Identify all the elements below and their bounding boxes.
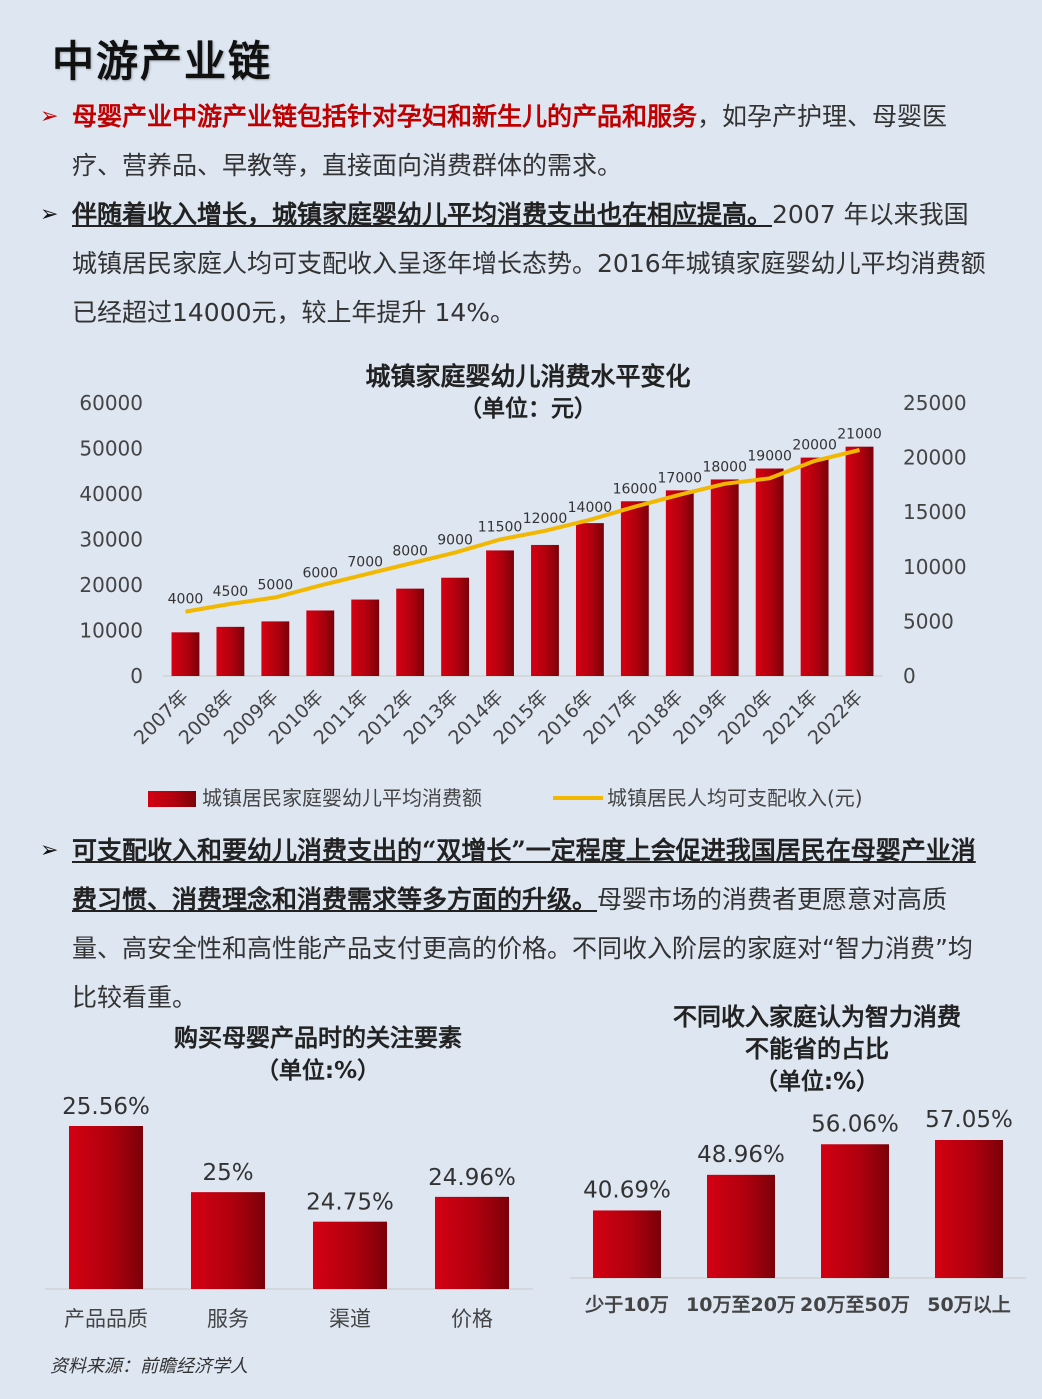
bar-data-label: 4000 <box>168 592 204 608</box>
y-left-tick-label: 40000 <box>79 482 143 506</box>
bar-2012年 <box>396 588 425 676</box>
bar-2009年 <box>261 621 290 676</box>
paragraph-1: ➢ 母婴产业中游产业链包括针对孕妇和新生儿的产品和服务，如孕产护理、母婴医疗、营… <box>40 92 990 190</box>
bar-2020年 <box>755 468 784 676</box>
bar-data-label: 40.69% <box>583 1177 671 1203</box>
purchase-factors-chart: 购买母婴产品时的关注要素 （单位:%） 25.56% 产品品质 25% 服务 24.75% 渠… <box>45 1024 533 1331</box>
bar-2018年 <box>665 490 694 676</box>
bar-2017年 <box>620 501 649 676</box>
y-left-tick-label: 60000 <box>79 391 143 415</box>
bar-data-label: 8000 <box>392 544 428 560</box>
legend-bar-label: 城镇居民家庭婴幼儿平均消费额 <box>202 786 482 810</box>
bar-data-label: 18000 <box>702 459 747 475</box>
y-right-tick-label: 5000 <box>903 609 954 633</box>
y-right-tick-label: 25000 <box>903 391 967 415</box>
arrow-bullet-icon: ➢ <box>40 104 59 129</box>
p1-highlight: 母婴产业中游产业链包括针对孕妇和新生儿的产品和服务 <box>72 102 698 131</box>
y-right-tick-label: 20000 <box>903 446 967 470</box>
p1-text: ，如孕产护理、母婴医疗、营养品、早教等，直接面向消费群体的需求。 <box>72 102 948 180</box>
y-right-tick-label: 15000 <box>903 500 967 524</box>
x-tick-label: 渠道 <box>329 1307 371 1331</box>
bar-data-label: 21000 <box>837 427 882 443</box>
legend-bar-swatch <box>148 791 196 807</box>
chart-title: 购买母婴产品时的关注要素 <box>174 1024 462 1052</box>
y-left-tick-label: 30000 <box>79 528 143 552</box>
bar-2022年 <box>845 446 874 676</box>
bar-2011年 <box>351 599 380 676</box>
p3-highlight: 可支配收入和要幼儿消费支出的“双增长”一定程度上会促进我国居民在母婴产业消费习惯… <box>72 836 976 914</box>
bar-2021年 <box>800 457 829 676</box>
bar-价格 <box>435 1196 509 1289</box>
bar-data-label: 24.96% <box>428 1165 516 1191</box>
consumption-chart: 城镇家庭婴幼儿消费水平变化（单位：元）600005000040000300002… <box>79 362 967 810</box>
paragraph-2: ➢ 伴随着收入增长，城镇家庭婴幼儿平均消费支出也在相应提高。2007 年以来我国… <box>40 190 990 337</box>
x-tick-label: 价格 <box>451 1307 493 1331</box>
bar-2014年 <box>486 550 514 676</box>
bar-2013年 <box>441 577 470 676</box>
bar-data-label: 5000 <box>258 577 294 593</box>
y-left-tick-label: 50000 <box>79 437 143 461</box>
bar-data-label: 24.75% <box>306 1190 394 1216</box>
chart-title-line2: 不能省的占比 <box>745 1035 889 1063</box>
x-tick-label: 20万至50万 <box>800 1294 910 1316</box>
x-tick-label: 50万以上 <box>927 1294 1010 1316</box>
page-title: 中游产业链 <box>52 37 273 86</box>
p2-text: 2007 年以来我国城镇居民家庭人均可支配收入呈逐年增长态势。2016年城镇家庭… <box>72 200 986 327</box>
bar-2019年 <box>710 479 739 676</box>
bar-data-label: 14000 <box>568 500 613 516</box>
bar-data-label: 48.96% <box>697 1142 785 1168</box>
y-right-tick-label: 10000 <box>903 555 967 579</box>
chart-title: 城镇家庭婴幼儿消费水平变化 <box>365 362 690 391</box>
bar-产品品质 <box>69 1126 143 1289</box>
income-line <box>185 448 860 614</box>
bar-2010年 <box>306 610 335 676</box>
y-left-tick-label: 0 <box>130 664 143 688</box>
bar-data-label: 11500 <box>478 520 523 536</box>
y-left-tick-label: 10000 <box>79 619 143 643</box>
bar-20万至50万 <box>821 1144 889 1278</box>
bar-data-label: 9000 <box>437 533 473 549</box>
chart-subtitle: （单位:%） <box>755 1068 879 1095</box>
bar-data-label: 20000 <box>792 438 837 454</box>
bar-服务 <box>191 1192 265 1289</box>
bar-data-label: 57.05% <box>925 1107 1013 1133</box>
p3-text: 母婴市场的消费者更愿意对高质量、高安全性和高性能产品支付更高的价格。不同收入阶层… <box>72 885 973 1012</box>
arrow-bullet-icon: ➢ <box>40 202 59 227</box>
chart-subtitle: （单位：元） <box>459 395 597 422</box>
bar-data-label: 56.06% <box>811 1111 899 1137</box>
bar-少于10万 <box>593 1210 661 1278</box>
x-tick-label: 服务 <box>207 1307 249 1331</box>
paragraph-3: ➢ 可支配收入和要幼儿消费支出的“双增长”一定程度上会促进我国居民在母婴产业消费… <box>40 826 990 1022</box>
y-right-tick-label: 0 <box>903 664 916 688</box>
p2-highlight: 伴随着收入增长，城镇家庭婴幼儿平均消费支出也在相应提高。 <box>72 200 773 229</box>
bar-data-label: 17000 <box>658 470 703 486</box>
bar-2016年 <box>575 523 604 676</box>
bar-data-label: 4500 <box>213 584 249 600</box>
x-tick-label: 10万至20万 <box>686 1294 796 1316</box>
legend-line-label: 城镇居民人均可支配收入(元) <box>607 786 863 810</box>
bar-2008年 <box>216 626 245 676</box>
bar-data-label: 7000 <box>347 554 383 570</box>
bar-2007年 <box>171 632 200 676</box>
bar-data-label: 19000 <box>747 449 792 465</box>
bar-data-label: 12000 <box>523 511 568 527</box>
x-tick-label: 少于10万 <box>584 1294 668 1316</box>
bar-data-label: 16000 <box>613 481 658 497</box>
y-left-tick-label: 20000 <box>79 573 143 597</box>
chart-title: 不同收入家庭认为智力消费 <box>673 1003 961 1031</box>
bar-渠道 <box>313 1221 387 1289</box>
bar-data-label: 6000 <box>302 565 338 581</box>
x-tick-label: 产品品质 <box>64 1307 148 1331</box>
bar-data-label: 25.56% <box>62 1094 150 1120</box>
chart-subtitle: （单位:%） <box>256 1057 380 1084</box>
arrow-bullet-icon: ➢ <box>40 838 59 863</box>
bar-2015年 <box>531 544 559 676</box>
source-note: 资料来源：前瞻经济学人 <box>50 1356 248 1377</box>
bar-10万至20万 <box>707 1174 775 1278</box>
bar-50万以上 <box>935 1140 1003 1278</box>
bar-data-label: 25% <box>202 1160 253 1186</box>
